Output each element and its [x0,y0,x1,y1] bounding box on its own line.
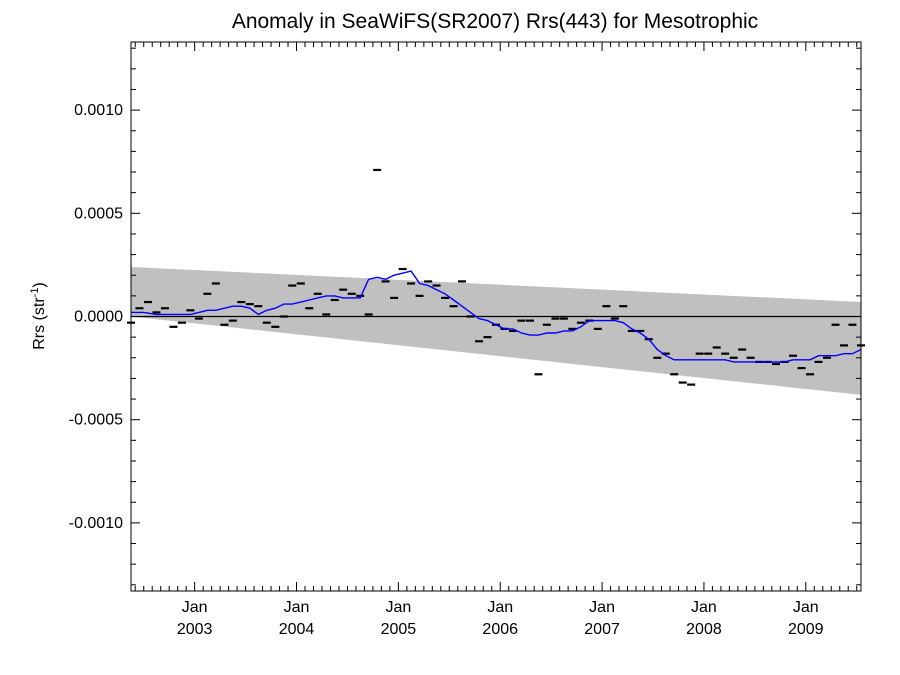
y-tick-label: 0.0000 [74,309,123,326]
y-axis-label-close: ) [31,282,48,287]
confidence-band-layer [131,266,861,395]
x-tick-label-year: 2005 [381,621,417,638]
x-tick-label-year: 2006 [482,621,518,638]
x-tick-label-month: Jan [589,599,615,616]
axes-layer: 0.0010 0.0005 0.0000 -0.0005 -0.0010 Jan 2003 J… [69,41,862,638]
y-tick-label: -0.0005 [69,412,123,429]
y-tick-label: 0.0005 [74,205,123,222]
x-tick-label-month: Jan [385,599,411,616]
x-tick-label-year: 2004 [279,621,315,638]
x-tick-label-month: Jan [284,599,310,616]
confidence-band [131,266,861,395]
x-tick-label-month: Jan [793,599,819,616]
x-tick-label-month: Jan [487,599,513,616]
y-tick-label: 0.0010 [74,102,123,119]
running-mean-layer [131,270,862,363]
x-tick-label-year: 2003 [177,621,213,638]
y-axis-label: Rrs (str-1) [29,282,48,350]
x-tick-label-month: Jan [691,599,717,616]
x-tick-label-year: 2008 [686,621,722,638]
running-mean-line [131,270,862,363]
chart-title: Anomaly in SeaWiFS(SR2007) Rrs(443) for … [232,10,758,33]
x-tick-label-month: Jan [182,599,208,616]
y-tick-label: -0.0010 [69,515,123,532]
x-tick-label-year: 2007 [584,621,620,638]
x-tick-label-year: 2009 [788,621,824,638]
y-axis-label-text: Rrs (str [31,297,48,350]
anomaly-markers-layer [127,168,865,386]
y-axis-label-exponent: -1 [29,288,41,298]
